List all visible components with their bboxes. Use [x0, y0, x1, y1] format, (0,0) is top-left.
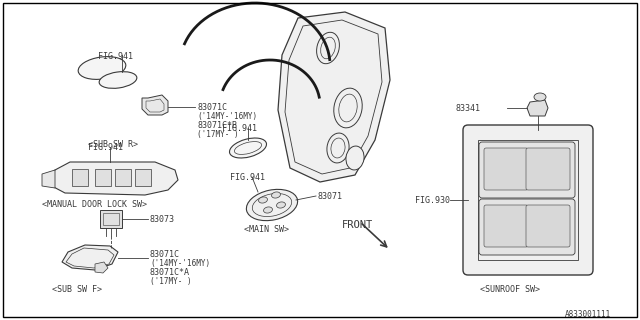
Bar	[115, 169, 131, 186]
Text: ('14MY-'16MY): ('14MY-'16MY)	[150, 259, 210, 268]
Polygon shape	[278, 12, 390, 182]
Ellipse shape	[317, 32, 339, 64]
Ellipse shape	[264, 207, 273, 213]
Text: 83071C*A: 83071C*A	[150, 268, 190, 277]
Polygon shape	[42, 170, 55, 188]
Ellipse shape	[78, 57, 126, 79]
Text: ('17MY- ): ('17MY- )	[150, 277, 191, 286]
FancyBboxPatch shape	[479, 142, 575, 198]
FancyBboxPatch shape	[484, 205, 528, 247]
Ellipse shape	[259, 197, 268, 203]
Ellipse shape	[334, 88, 362, 128]
Polygon shape	[95, 262, 108, 273]
Bar	[135, 169, 151, 186]
FancyBboxPatch shape	[479, 199, 575, 255]
Text: 83071C*B: 83071C*B	[197, 121, 237, 130]
Text: ('17MY- ): ('17MY- )	[197, 130, 239, 139]
FancyBboxPatch shape	[463, 125, 593, 275]
Text: <SUB SW R>: <SUB SW R>	[88, 140, 138, 149]
FancyBboxPatch shape	[526, 148, 570, 190]
Text: FIG.941: FIG.941	[230, 173, 265, 182]
Ellipse shape	[534, 93, 546, 101]
Ellipse shape	[276, 202, 285, 208]
Ellipse shape	[230, 138, 266, 158]
Bar	[72, 169, 88, 186]
Text: 83341: 83341	[455, 104, 480, 113]
Polygon shape	[527, 100, 548, 116]
Text: 83071: 83071	[318, 192, 343, 201]
Ellipse shape	[346, 146, 364, 170]
Text: FRONT: FRONT	[342, 220, 373, 230]
Text: FIG.941: FIG.941	[98, 52, 133, 61]
Ellipse shape	[246, 189, 298, 220]
Polygon shape	[48, 162, 178, 195]
Text: FIG.930: FIG.930	[415, 196, 450, 205]
Polygon shape	[62, 245, 118, 270]
Text: A833001111: A833001111	[565, 310, 611, 319]
Text: ('14MY-'16MY): ('14MY-'16MY)	[197, 112, 257, 121]
Ellipse shape	[99, 72, 137, 88]
Text: FIG.941: FIG.941	[222, 124, 257, 133]
Text: <MANUAL DOOR LOCK SW>: <MANUAL DOOR LOCK SW>	[42, 200, 147, 209]
Bar	[95, 169, 111, 186]
Text: <SUB SW F>: <SUB SW F>	[52, 285, 102, 294]
Text: 83071C: 83071C	[197, 103, 227, 112]
Text: FIG.941: FIG.941	[88, 143, 123, 152]
FancyBboxPatch shape	[484, 148, 528, 190]
Polygon shape	[100, 210, 122, 228]
Ellipse shape	[327, 133, 349, 163]
Text: 83071C: 83071C	[150, 250, 180, 259]
Text: 83073: 83073	[150, 215, 175, 224]
FancyBboxPatch shape	[526, 205, 570, 247]
Polygon shape	[142, 95, 168, 115]
Text: <MAIN SW>: <MAIN SW>	[244, 225, 289, 234]
Ellipse shape	[271, 192, 280, 198]
Text: <SUNROOF SW>: <SUNROOF SW>	[480, 285, 540, 294]
